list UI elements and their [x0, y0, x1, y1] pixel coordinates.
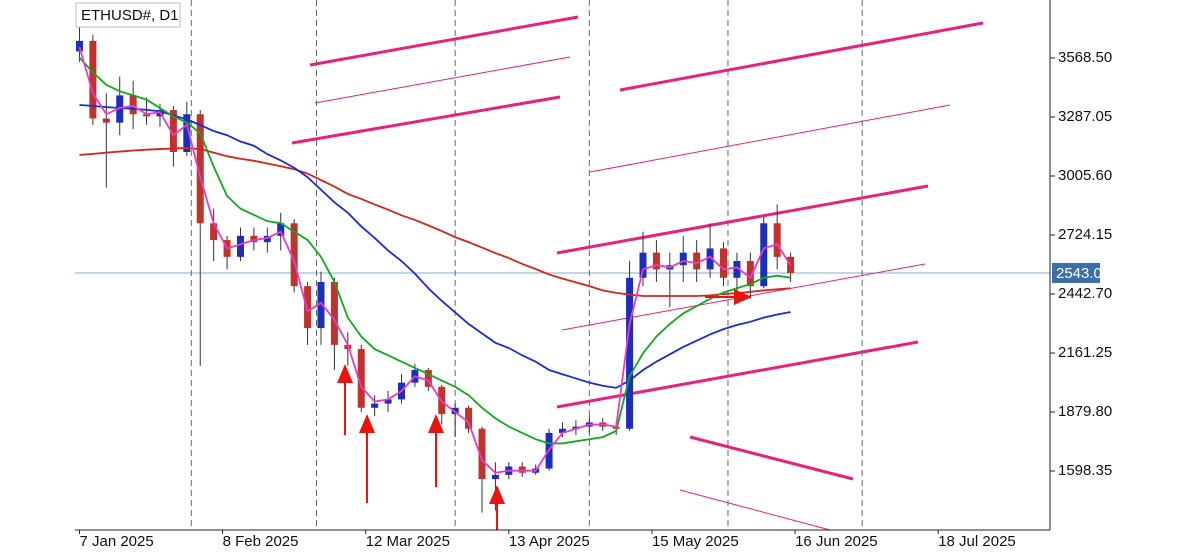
candle-body: [384, 399, 392, 404]
y-tick-label: 2442.70: [1058, 285, 1112, 302]
trend-line: [309, 15, 579, 67]
y-tick-label: 2161.25: [1058, 344, 1112, 361]
candle-body: [679, 252, 687, 266]
y-tick-label: 3005.60: [1058, 167, 1112, 184]
trend-line: [589, 104, 951, 173]
arrows: [337, 289, 752, 530]
candle-body: [290, 223, 298, 287]
y-tick-label: 3568.50: [1058, 49, 1112, 66]
candle-body: [317, 281, 325, 329]
x-tick-label: 7 Jan 2025: [79, 533, 153, 550]
candle-body: [465, 407, 473, 429]
candle-body: [196, 114, 204, 224]
candle-body: [518, 466, 526, 473]
x-tick-label: 13 Apr 2025: [509, 533, 590, 550]
candle-body: [478, 428, 486, 480]
plot-area: [75, 0, 1050, 530]
candle-body: [75, 40, 83, 52]
candle-body: [706, 248, 714, 270]
arrow-head: [489, 485, 505, 504]
arrow-head: [337, 364, 353, 383]
candle-body: [169, 110, 177, 152]
trend-line: [556, 184, 929, 255]
current-price-box: [1052, 262, 1100, 283]
moving-average: [78, 57, 791, 445]
candle-body: [720, 248, 728, 278]
candle-body: [559, 428, 566, 433]
candle-body: [424, 370, 432, 387]
arrow-head: [734, 289, 752, 305]
x-tick-label: 16 Jun 2025: [795, 533, 878, 550]
candle-body: [89, 40, 97, 119]
trend-line: [291, 95, 561, 145]
trend-line: [314, 56, 571, 104]
candle-body: [116, 95, 124, 123]
candle-body: [277, 223, 285, 236]
candle-body: [263, 235, 271, 243]
arrow-head: [428, 414, 444, 433]
moving-average: [78, 46, 792, 474]
candle-body: [746, 261, 754, 287]
candle-body: [773, 223, 781, 257]
candle-body: [572, 426, 580, 429]
trend-line: [556, 340, 919, 409]
x-tick-label: 8 Feb 2025: [223, 533, 299, 550]
trend-line: [619, 21, 984, 92]
current-price-label: 2543.01: [1056, 265, 1110, 282]
candle-body: [639, 252, 647, 278]
candle-body: [330, 281, 338, 345]
candle-body: [693, 252, 701, 270]
x-tick-label: 15 May 2025: [652, 533, 739, 550]
candle-body: [760, 223, 768, 287]
arrow-head: [359, 414, 375, 433]
candle-body: [652, 252, 660, 270]
trend-lines: [291, 15, 984, 531]
y-tick-label: 2724.15: [1058, 226, 1112, 243]
x-tick-label: 18 Jul 2025: [938, 533, 1016, 550]
chart-title: ETHUSD#, D1: [81, 7, 179, 24]
title-box: [75, 2, 181, 28]
candle-body: [733, 261, 741, 278]
candle-body: [129, 95, 137, 115]
candle-body: [250, 235, 258, 243]
candle-body: [626, 277, 634, 429]
x-tick-label: 12 Mar 2025: [366, 533, 450, 550]
candle-body: [183, 114, 191, 152]
moving-average: [79, 104, 791, 389]
y-tick-label: 1598.35: [1058, 462, 1112, 479]
candle-body: [143, 114, 151, 117]
trend-line: [679, 489, 831, 531]
y-tick-label: 3287.05: [1058, 108, 1112, 125]
candle-body: [236, 235, 244, 257]
candle-body: [371, 403, 379, 408]
candle-body: [210, 223, 218, 241]
trend-line: [689, 435, 854, 481]
moving-average: [79, 147, 791, 297]
candle-body: [491, 474, 499, 480]
y-tick-label: 1879.80: [1058, 403, 1112, 420]
candle-body: [357, 349, 365, 408]
candle-body: [102, 118, 110, 123]
candle-body: [304, 286, 312, 329]
